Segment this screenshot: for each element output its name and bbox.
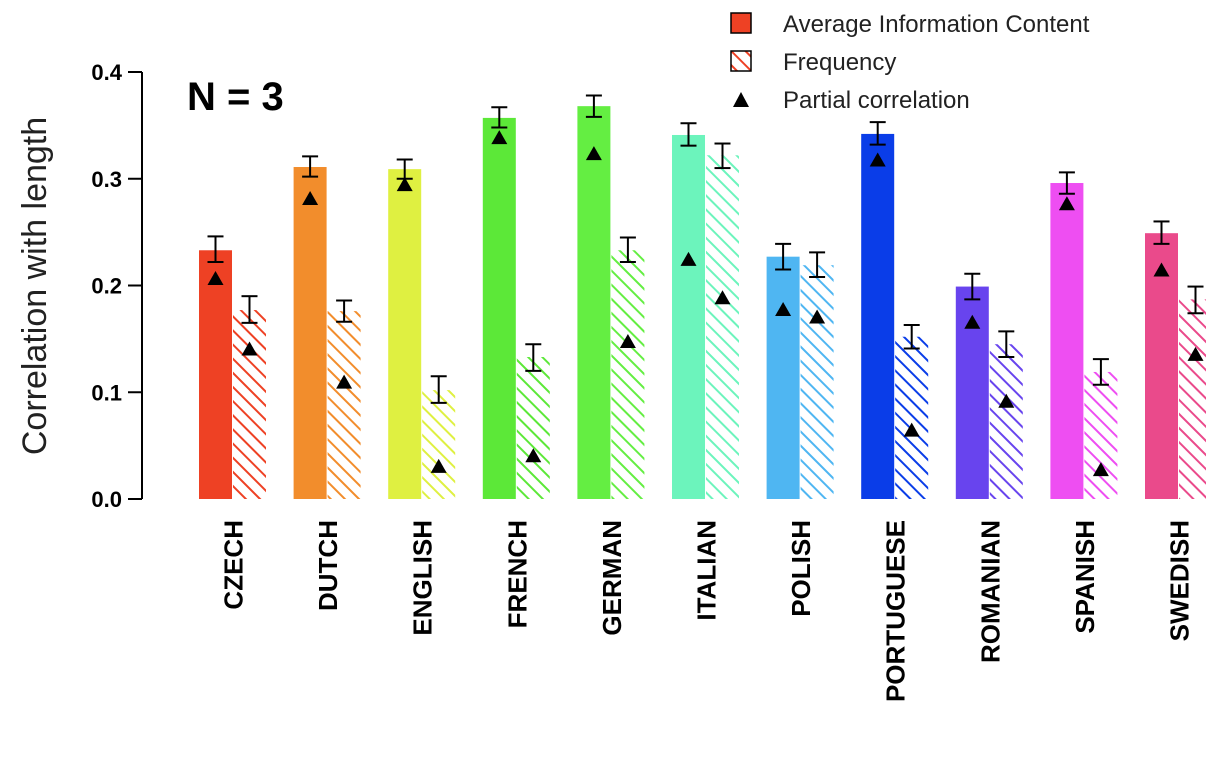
error-bar	[869, 121, 886, 146]
frequency-bar-portuguese	[895, 336, 929, 499]
error-bar	[241, 295, 258, 324]
partial-correlation-marker	[714, 290, 731, 305]
category-label-czech: CZECH	[219, 520, 249, 610]
info-content-bar-czech	[199, 250, 232, 499]
legend-hatched-swatch	[730, 50, 752, 72]
partial-correlation-marker	[775, 301, 792, 316]
partial-correlation-marker	[809, 309, 826, 324]
info-content-bar-english	[388, 169, 422, 499]
partial-correlation-marker	[525, 448, 542, 463]
chart-annotation: N = 3	[187, 75, 284, 119]
partial-correlation-marker	[680, 251, 697, 266]
info-content-bar-italian	[672, 134, 705, 500]
error-bar	[964, 272, 981, 301]
info-content-bar-dutch	[293, 167, 327, 499]
error-bar	[302, 155, 319, 178]
partial-correlation-marker	[1153, 262, 1170, 277]
partial-correlation-marker	[207, 271, 224, 286]
partial-correlation-marker	[585, 146, 602, 161]
info-content-bar-portuguese	[861, 133, 895, 500]
legend-item: Frequency	[730, 49, 896, 76]
partial-correlation-marker	[964, 314, 981, 329]
error-bar	[336, 299, 353, 323]
y-tick-label: 0.2	[91, 274, 122, 299]
error-bar	[1187, 285, 1204, 315]
y-axis-label: Correlation with length	[16, 117, 54, 455]
legend-label: Average Information Content	[783, 11, 1090, 38]
y-tick-label: 0.1	[91, 380, 122, 405]
partial-correlation-marker	[1058, 196, 1075, 211]
partial-correlation-marker	[1092, 462, 1109, 477]
bars	[199, 106, 1206, 500]
legend-item: Average Information Content	[730, 11, 1090, 38]
partial-correlation-marker	[396, 177, 413, 192]
frequency-bar-german	[611, 250, 645, 499]
category-label-dutch: DUTCH	[313, 520, 343, 611]
x-axis-labels: CZECH DUTCH ENGLISH FRENCH GERMAN ITALIAN POLI…	[219, 520, 1195, 702]
frequency-bar-polish	[800, 265, 834, 499]
error-bar	[1153, 220, 1170, 245]
category-label-english: ENGLISH	[408, 520, 438, 636]
frequency-bar-dutch	[327, 311, 361, 499]
category-label-swedish: SWEDISH	[1165, 520, 1195, 641]
error-bar	[430, 375, 447, 404]
legend-label: Partial correlation	[783, 87, 970, 114]
partial-correlation-marker	[430, 458, 447, 473]
category-label-french: FRENCH	[502, 520, 532, 628]
y-tick-label: 0.4	[91, 60, 122, 85]
info-content-bar-french	[482, 117, 516, 499]
frequency-bar-english	[422, 390, 456, 499]
partial-correlation-marker	[903, 422, 920, 437]
partial-correlation-marker	[619, 334, 636, 349]
legend: Average Information Content Frequency Part…	[730, 11, 1090, 114]
info-content-bar-swedish	[1145, 233, 1178, 499]
legend-item: Partial correlation	[733, 87, 970, 114]
legend-label: Frequency	[783, 49, 896, 76]
error-bar	[1092, 358, 1109, 386]
partial-correlation-marker	[491, 130, 508, 145]
error-bar	[680, 122, 697, 147]
info-content-bar-spanish	[1050, 183, 1084, 499]
frequency-bar-spanish	[1084, 371, 1118, 499]
legend-solid-swatch	[730, 12, 752, 34]
partial-correlation-marker	[869, 152, 886, 167]
frequency-bar-swedish	[1179, 299, 1206, 499]
category-label-spanish: SPANISH	[1070, 520, 1100, 634]
frequency-bar-french	[516, 357, 550, 499]
error-bar	[619, 236, 636, 264]
y-axis: 0.0 0.1 0.2 0.3 0.4	[91, 60, 143, 512]
error-bar	[525, 343, 542, 372]
error-bar	[998, 330, 1015, 359]
partial-correlation-marker	[302, 190, 319, 205]
info-content-bar-polish	[766, 256, 800, 499]
partial-correlation-marker	[998, 393, 1015, 408]
error-bar	[903, 323, 920, 350]
y-tick-label: 0.0	[91, 487, 122, 512]
category-label-polish: POLISH	[786, 520, 816, 617]
error-bars-and-triangles	[207, 94, 1204, 477]
partial-correlation-marker	[336, 374, 353, 389]
partial-correlation-marker	[241, 341, 258, 356]
category-label-portuguese: PORTUGUESE	[881, 520, 911, 702]
error-bar	[775, 242, 792, 271]
error-bar	[491, 106, 508, 129]
error-bar	[207, 235, 224, 264]
partial-correlation-marker	[1187, 346, 1204, 361]
y-tick-label: 0.3	[91, 167, 122, 192]
frequency-bar-italian	[706, 155, 739, 499]
error-bar	[585, 94, 602, 118]
error-bar	[714, 142, 731, 170]
category-label-romanian: ROMANIAN	[975, 520, 1005, 663]
legend-triangle-icon	[733, 92, 749, 107]
error-bar	[1058, 171, 1075, 195]
error-bar	[809, 251, 826, 278]
category-label-italian: ITALIAN	[692, 520, 722, 621]
frequency-bar-romanian	[989, 344, 1023, 499]
frequency-bar-czech	[233, 310, 266, 499]
info-content-bar-german	[577, 106, 611, 499]
category-label-german: GERMAN	[597, 520, 627, 636]
